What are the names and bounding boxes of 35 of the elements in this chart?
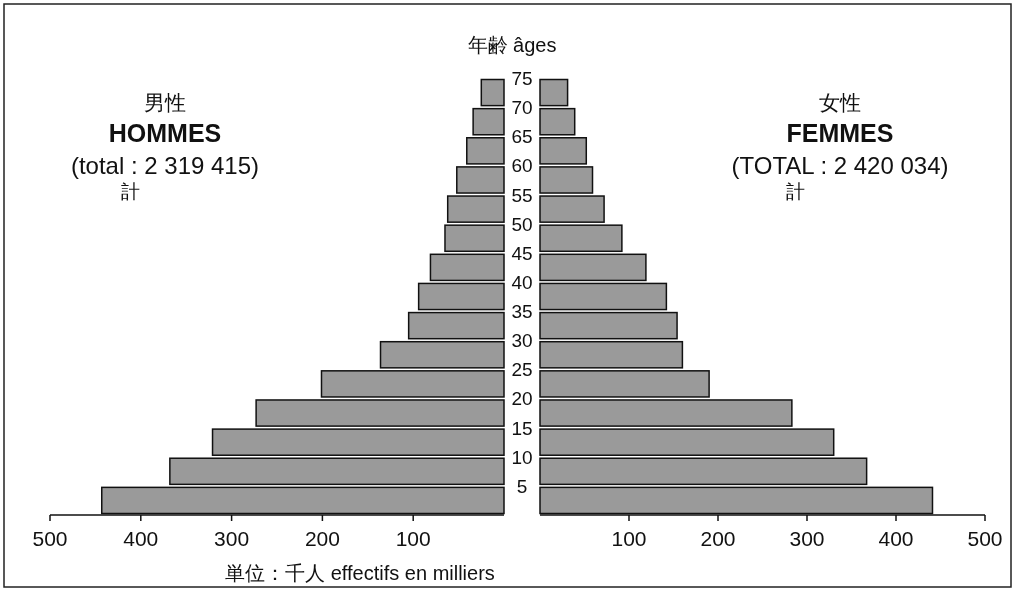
annotation: HOMMES	[108, 119, 222, 147]
y-tick-label: 65	[511, 126, 533, 148]
y-axis-title: 年齢 âges	[467, 34, 557, 56]
y-tick-label: 5	[516, 475, 528, 497]
x-tick-label: 400	[123, 527, 159, 550]
x-tick-label: 500	[32, 527, 68, 550]
y-tick-label: 30	[511, 330, 533, 352]
annotation: (total : 2 319 415)	[70, 152, 260, 179]
x-tick-label: 200	[700, 527, 736, 550]
x-tick-label: 100	[611, 527, 647, 550]
y-tick-label: 70	[511, 97, 533, 119]
y-tick-label: 40	[511, 271, 533, 293]
annotation: 計	[785, 181, 805, 202]
x-tick-label: 500	[967, 527, 1003, 550]
y-tick-label: 60	[511, 155, 533, 177]
y-tick-label: 10	[511, 446, 533, 468]
y-tick-label: 25	[511, 359, 533, 381]
x-tick-label: 200	[304, 527, 340, 550]
x-tick-label: 300	[214, 527, 250, 550]
y-tick-label: 50	[511, 213, 533, 235]
y-tick-label: 35	[511, 301, 533, 323]
annotation: 女性	[819, 91, 861, 114]
annotation: 計	[120, 181, 140, 202]
y-tick-label: 20	[511, 388, 533, 410]
x-tick-label: 300	[789, 527, 825, 550]
y-tick-label: 45	[511, 242, 533, 264]
annotation: (TOTAL : 2 420 034)	[731, 152, 949, 179]
annotation: 男性	[144, 91, 186, 114]
annotation: FEMMES	[786, 119, 894, 147]
y-tick-label: 75	[511, 68, 533, 89]
x-tick-label: 100	[395, 527, 431, 550]
y-tick-label: 55	[511, 184, 533, 206]
x-axis-title: 単位：千人 effectifs en milliers	[225, 562, 495, 584]
x-tick-label: 400	[878, 527, 914, 550]
y-tick-label: 15	[511, 417, 533, 439]
